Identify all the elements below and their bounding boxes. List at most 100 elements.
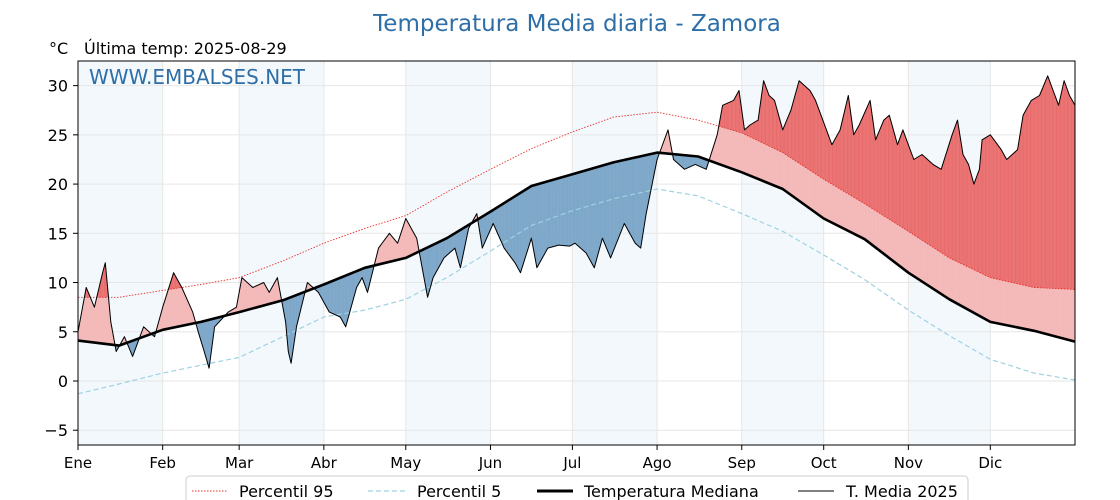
fill-above-p95 <box>1021 115 1024 286</box>
fill-above-p95 <box>737 89 740 133</box>
fill-above-p95 <box>874 129 876 211</box>
x-tick-label-mar: Mar <box>225 454 254 472</box>
fill-above-p95 <box>849 105 852 196</box>
fill-above-p95 <box>838 129 841 190</box>
fill-above-p95 <box>845 101 848 194</box>
fill-above-p95 <box>920 154 923 241</box>
series-line-p95 <box>78 111 1076 298</box>
fill-above-p95 <box>936 166 939 252</box>
fill-above-median <box>405 217 408 259</box>
fill-above-median <box>96 289 99 344</box>
fill-above-p95 <box>854 129 857 200</box>
fill-below-median <box>646 154 648 214</box>
fill-above-p95 <box>1055 97 1058 289</box>
fill-above-p95 <box>725 103 727 129</box>
fill-below-median <box>335 278 338 317</box>
fill-below-median <box>588 168 591 261</box>
fill-above-p95 <box>1068 91 1070 290</box>
fill-above-p95 <box>1035 96 1037 288</box>
fill-above-p95 <box>938 167 940 252</box>
fill-above-p95 <box>1018 132 1021 285</box>
fill-below-median <box>565 175 568 247</box>
fill-above-p95 <box>949 139 951 259</box>
x-tick-label-feb: Feb <box>149 454 176 472</box>
fill-above-p95 <box>997 143 999 280</box>
fill-below-median <box>579 171 581 249</box>
fill-above-p95 <box>919 155 921 240</box>
fill-above-p95 <box>1039 92 1042 288</box>
month-band-ene <box>78 61 163 445</box>
fill-below-median <box>345 274 348 327</box>
fill-above-p95 <box>830 140 833 185</box>
fill-below-median <box>682 154 685 170</box>
fill-below-median <box>536 183 539 269</box>
fill-above-p95 <box>867 103 869 207</box>
fill-below-median <box>505 201 507 253</box>
fill-above-p95 <box>879 126 882 215</box>
fill-above-p95 <box>900 133 902 228</box>
fill-below-median <box>204 320 207 359</box>
fill-below-median <box>640 155 643 249</box>
fill-above-median <box>241 277 244 312</box>
fill-above-p95 <box>1022 112 1025 286</box>
fill-above-p95 <box>946 147 949 258</box>
fill-below-median <box>569 174 572 247</box>
fill-above-p95 <box>841 118 843 191</box>
fill-below-median <box>599 165 602 249</box>
fill-below-median <box>512 196 514 262</box>
fill-above-median <box>255 285 258 308</box>
fill-above-p95 <box>798 80 801 165</box>
fill-above-median <box>379 243 382 265</box>
fill-below-median <box>516 194 518 269</box>
fill-below-median <box>346 274 349 322</box>
fill-above-p95 <box>727 101 730 130</box>
fill-below-median <box>630 157 633 239</box>
fill-below-median <box>338 277 341 318</box>
fill-above-p95 <box>1031 99 1033 288</box>
fill-below-median <box>509 198 512 258</box>
fill-above-p95 <box>804 85 807 168</box>
unit-label: °C <box>49 39 68 58</box>
fill-above-p95 <box>975 176 977 272</box>
fill-below-median <box>607 163 610 255</box>
fill-below-median <box>583 170 585 253</box>
fill-above-p95 <box>905 137 908 231</box>
fill-above-p95 <box>1058 99 1061 289</box>
fill-below-median <box>342 275 345 325</box>
fill-above-p95 <box>945 152 947 257</box>
x-tick-label-abr: Abr <box>311 454 338 472</box>
x-tick-label-nov: Nov <box>894 454 923 472</box>
fill-above-median <box>88 293 91 343</box>
fill-above-p95 <box>960 137 962 265</box>
fill-below-median <box>620 160 622 234</box>
fill-above-p95 <box>839 124 842 191</box>
fill-above-p95 <box>897 140 899 226</box>
fill-above-p95 <box>775 105 778 151</box>
fill-above-p95 <box>823 122 826 181</box>
fill-above-p95 <box>1063 80 1066 290</box>
fill-above-p95 <box>887 114 890 220</box>
fill-below-median <box>432 243 435 279</box>
fill-above-p95 <box>1005 156 1007 282</box>
fill-below-median <box>587 169 589 259</box>
fill-below-median <box>558 177 561 246</box>
fill-below-median <box>547 180 550 249</box>
fill-above-p95 <box>1020 123 1022 285</box>
fill-below-median <box>327 282 330 313</box>
fill-above-median <box>385 236 387 264</box>
fill-above-p95 <box>748 124 751 138</box>
fill-above-p95 <box>927 159 930 245</box>
fill-above-p95 <box>820 115 823 179</box>
fill-above-p95 <box>793 95 796 161</box>
fill-below-median <box>337 278 340 317</box>
fill-above-p95 <box>837 131 839 189</box>
fill-below-median <box>685 155 688 169</box>
series-line-p5 <box>77 188 1076 395</box>
fill-below-median <box>517 193 520 271</box>
fill-above-p95 <box>808 88 811 171</box>
fill-above-median <box>404 218 406 259</box>
fill-above-p95 <box>1069 94 1072 290</box>
fill-below-median <box>527 187 529 252</box>
fill-below-median <box>609 163 611 258</box>
chart-title: Temperatura Media diaria - Zamora <box>372 11 781 37</box>
